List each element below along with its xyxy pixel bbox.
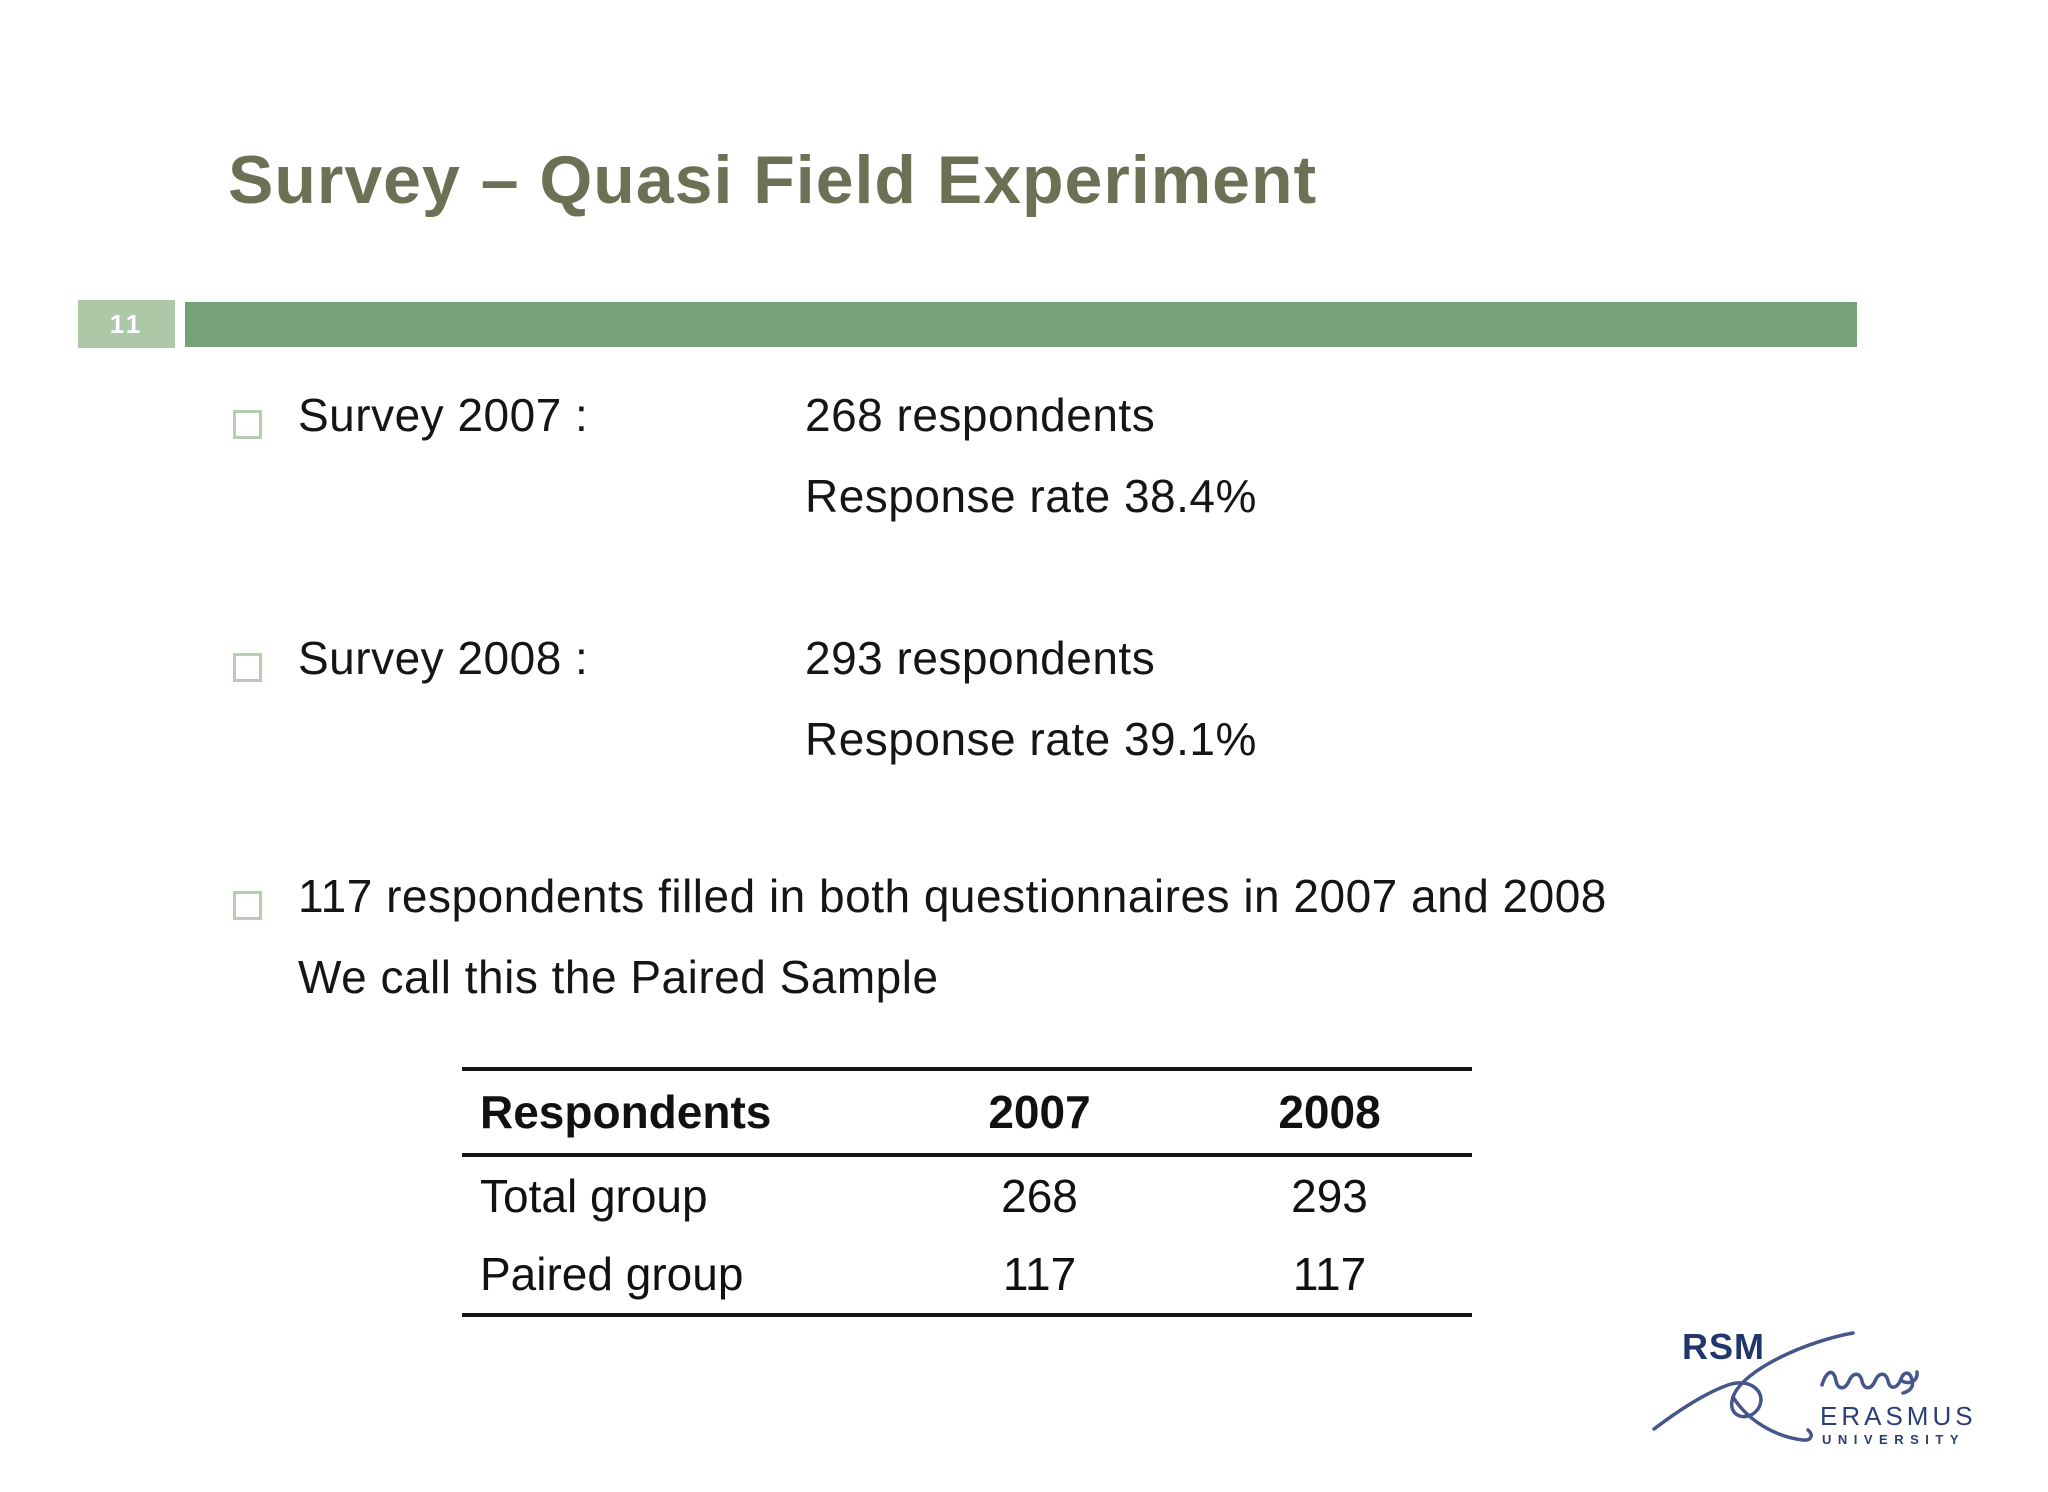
bullet-square-icon — [233, 410, 262, 439]
bullet-square-icon — [233, 653, 262, 682]
table-header-2007: 2007 — [892, 1069, 1187, 1157]
slide-title: Survey – Quasi Field Experiment — [228, 142, 1318, 218]
bullet3-line2: We call this the Paired Sample — [298, 951, 939, 1003]
table-row: Paired group 117 117 — [462, 1235, 1472, 1315]
bullet3-line1: 117 respondents filled in both questionn… — [298, 870, 1607, 922]
table-row: Total group 268 293 — [462, 1155, 1472, 1235]
bullet-square-icon — [233, 891, 262, 920]
table-header-2008: 2008 — [1187, 1069, 1472, 1157]
erasmus-text: ERASMUS — [1820, 1401, 1977, 1431]
row-value-2008: 117 — [1292, 1248, 1367, 1300]
bullet1-value-line2: Response rate 38.4% — [805, 470, 1257, 522]
table-header-row: Respondents 2007 2008 — [462, 1069, 1472, 1157]
erasmus-signature-icon — [1652, 1331, 1919, 1442]
university-text: UNIVERSITY — [1822, 1432, 1966, 1447]
rsm-erasmus-logo: RSM ERASMUS UNIVERSITY — [1648, 1323, 1998, 1463]
page-number: 11 — [109, 308, 144, 339]
bullet2-value-line1: 293 respondents — [805, 632, 1156, 684]
respondents-table: Respondents 2007 2008 Total group 268 29… — [462, 1067, 1472, 1317]
green-band — [185, 302, 1857, 347]
bullet2-label: Survey 2008 : — [298, 632, 589, 684]
bullet1-value-line1: 268 respondents — [805, 389, 1156, 441]
row-label: Paired group — [480, 1248, 744, 1300]
rsm-brand-text: RSM — [1682, 1326, 1765, 1367]
bullet2-value-line2: Response rate 39.1% — [805, 713, 1257, 765]
row-value-2007: 268 — [1001, 1170, 1078, 1222]
bullet1-label: Survey 2007 : — [298, 389, 589, 441]
page-number-badge: 11 — [78, 300, 175, 348]
table-header-respondents: Respondents — [462, 1069, 892, 1157]
row-value-2007: 117 — [1002, 1248, 1077, 1300]
row-value-2008: 293 — [1291, 1170, 1368, 1222]
row-label: Total group — [480, 1170, 708, 1222]
